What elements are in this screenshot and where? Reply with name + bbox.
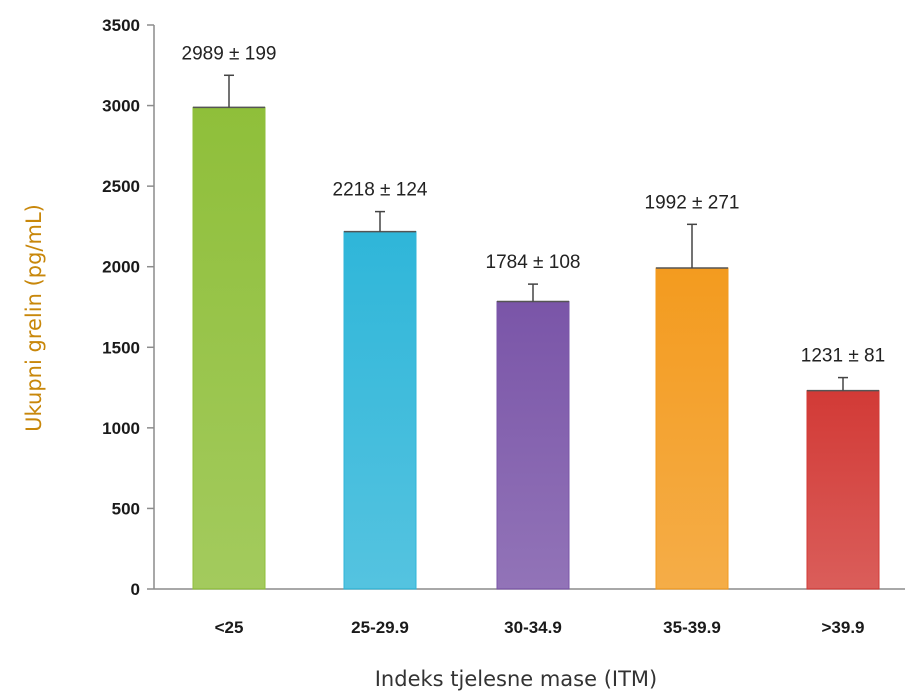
y-tick-label: 2500 xyxy=(102,177,140,196)
y-tick-label: 0 xyxy=(131,580,140,599)
bars xyxy=(192,74,880,590)
x-tick-label: >39.9 xyxy=(821,618,864,637)
bar xyxy=(192,106,266,590)
x-tick-label: <25 xyxy=(215,618,244,637)
data-labels: 2989 ± 199 2218 ± 124 1784 ± 108 1992 ± 271… xyxy=(182,43,886,366)
y-tick-label: 1500 xyxy=(102,338,140,357)
x-tick-label: 35-39.9 xyxy=(663,618,721,637)
y-tick-label: 2000 xyxy=(102,258,140,277)
y-tick-label: 1000 xyxy=(102,419,140,438)
x-axis: <25 25-29.9 30-34.9 35-39.9 >39.9 xyxy=(154,588,905,637)
y-tick-label: 500 xyxy=(112,499,140,518)
data-label: 1231 ± 81 xyxy=(801,346,885,367)
bar xyxy=(655,267,729,590)
y-axis-title: Ukupni grelin (pg/mL) xyxy=(22,204,46,432)
y-axis: 0 500 1000 1500 2000 2500 3000 3500 xyxy=(102,16,155,599)
data-label: 2989 ± 199 xyxy=(182,43,277,64)
bar xyxy=(806,390,880,590)
data-label: 1784 ± 108 xyxy=(486,252,581,273)
x-axis-title: Indeks tjelesne mase (ITM) xyxy=(375,667,658,691)
x-tick-label: 30-34.9 xyxy=(504,618,562,637)
bar xyxy=(343,231,417,590)
bar xyxy=(496,301,570,590)
data-label: 2218 ± 124 xyxy=(333,180,428,201)
x-tick-label: 25-29.9 xyxy=(351,618,409,637)
y-tick-label: 3000 xyxy=(102,97,140,116)
data-label: 1992 ± 271 xyxy=(645,192,740,213)
y-tick-label: 3500 xyxy=(102,16,140,35)
